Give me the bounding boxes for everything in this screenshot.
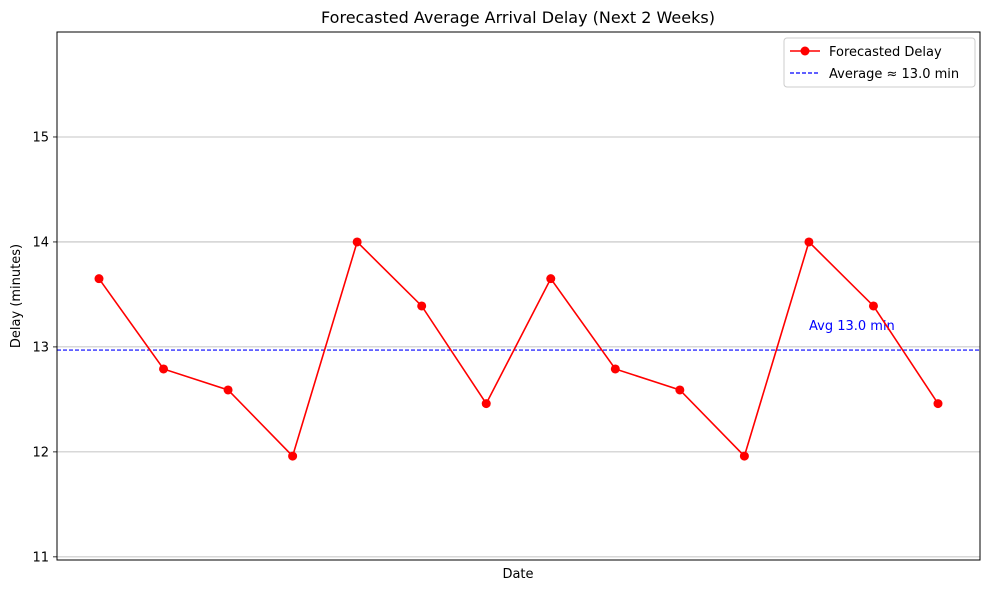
legend-box	[783, 37, 976, 88]
x-axis-label: Date	[502, 567, 533, 582]
average-annotation: Avg 13.0 min	[809, 319, 895, 334]
data-point	[352, 237, 362, 247]
legend-series-marker	[800, 46, 810, 56]
y-tick-label: 14	[32, 235, 49, 250]
y-tick-label: 13	[32, 340, 49, 355]
data-point	[610, 364, 620, 374]
y-tick-label: 11	[32, 550, 49, 565]
y-ticks: 11 12 13 14 15	[32, 130, 57, 565]
chart-title: Forecasted Average Arrival Delay (Next 2…	[321, 8, 715, 27]
data-point	[481, 399, 491, 409]
data-point	[223, 385, 233, 395]
average-line-group: Avg 13.0 min	[57, 319, 980, 351]
y-axis-label: Delay (minutes)	[9, 244, 24, 348]
data-point	[804, 237, 814, 247]
data-point	[868, 301, 878, 311]
series-line	[98, 240, 939, 458]
y-tick-label: 12	[32, 445, 49, 460]
data-point	[739, 451, 749, 461]
grid-lines	[57, 136, 980, 558]
data-point	[417, 301, 427, 311]
plot-frame	[56, 31, 981, 561]
data-point	[546, 274, 556, 284]
data-point	[933, 399, 943, 409]
data-point	[288, 451, 298, 461]
legend-average-label: Average ≈ 13.0 min	[829, 67, 959, 82]
data-point	[159, 364, 169, 374]
data-point	[675, 385, 685, 395]
legend-series-label: Forecasted Delay	[829, 45, 942, 60]
y-tick-label: 15	[32, 130, 49, 145]
series-group	[94, 237, 943, 461]
data-point	[94, 274, 104, 284]
legend: Forecasted Delay Average ≈ 13.0 min	[783, 37, 976, 88]
